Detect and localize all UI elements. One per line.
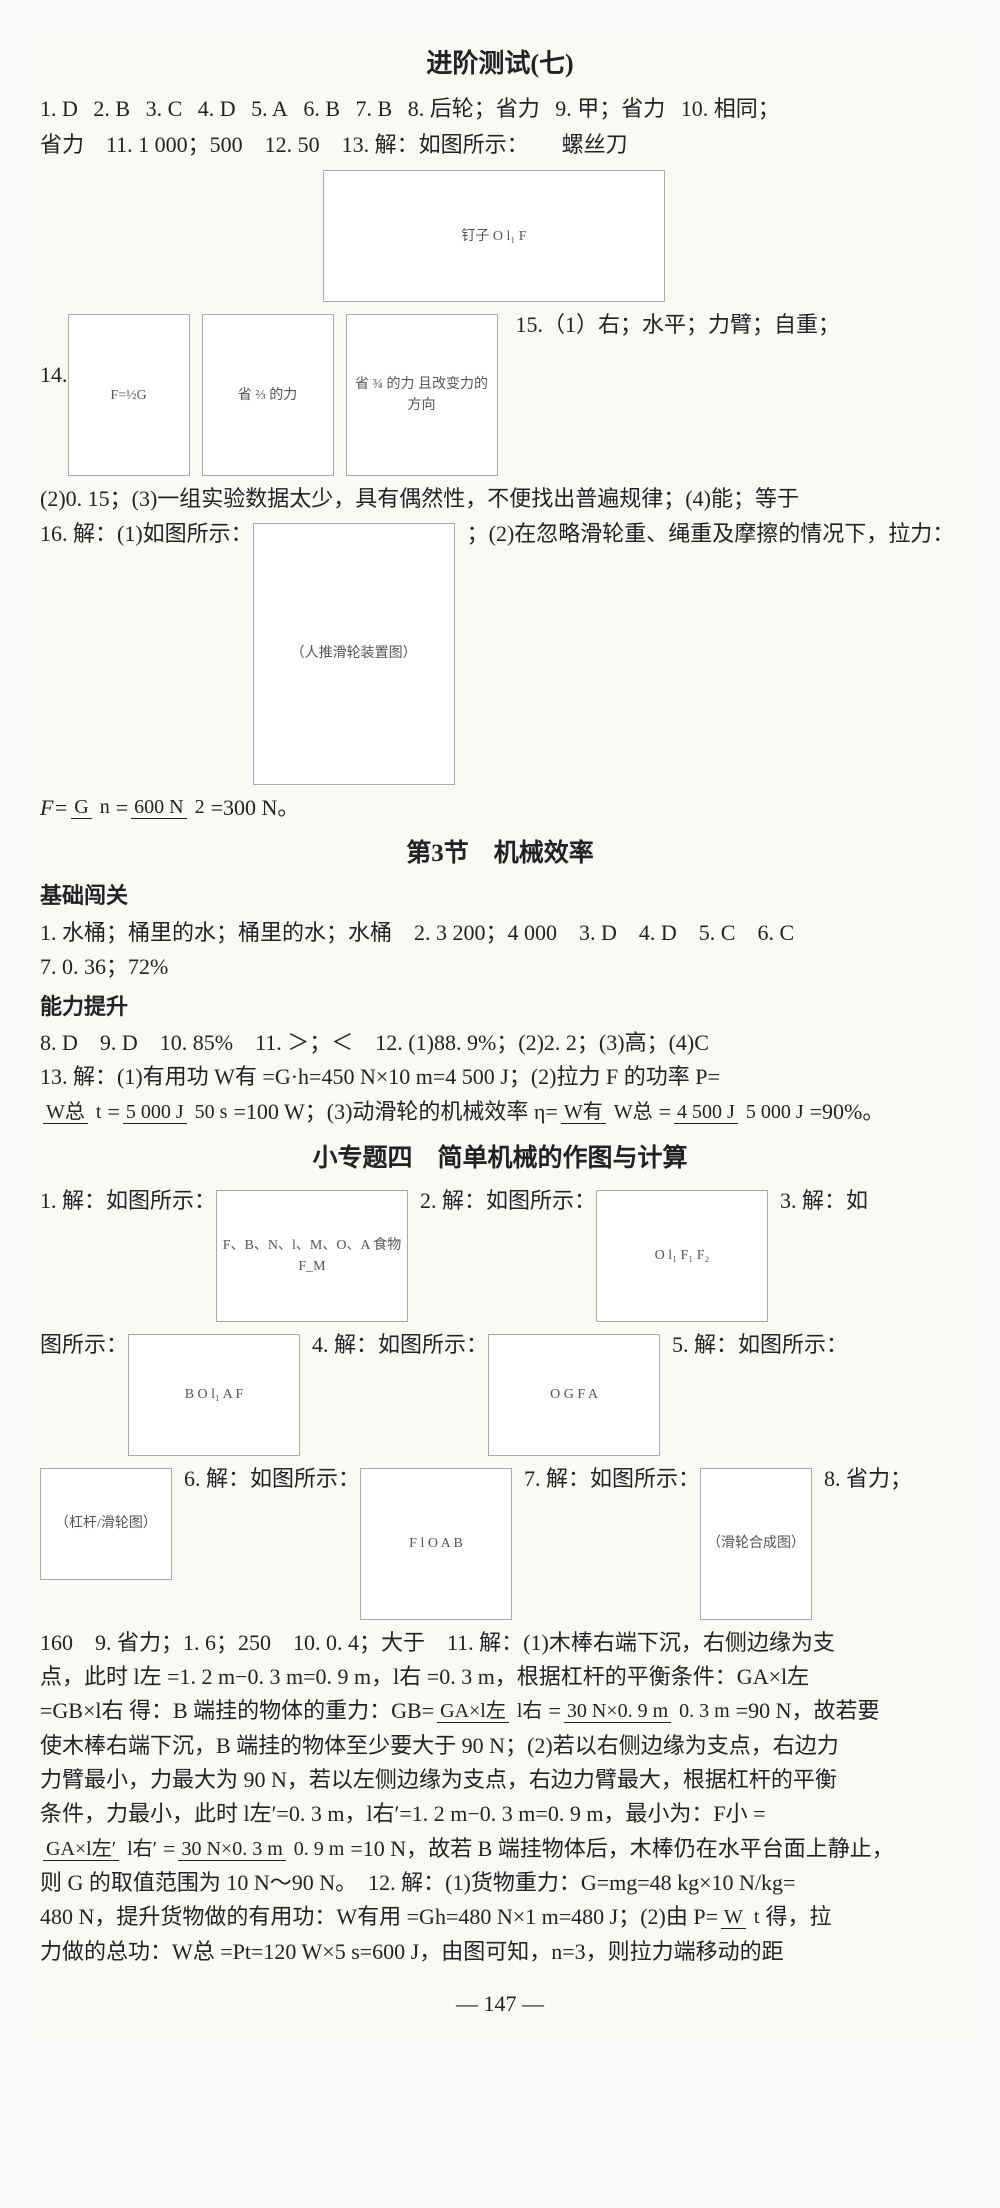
f-lead: F= [40, 791, 68, 825]
figure-q14a: F=½G [68, 314, 190, 476]
heading-basic: 基础闯关 [40, 879, 960, 913]
title-test7: 进阶测试(七) [40, 44, 960, 84]
figure-t4-4: O G F A [488, 1334, 660, 1456]
frac-30x03-09: 30 N×0. 3 m 0. 9 m [178, 1839, 347, 1860]
t4-q3b: 图所示： [40, 1328, 128, 1362]
q15-cont: (2)0. 15；(3)一组实验数据太少，具有偶然性，不便找出普遍规律；(4)能… [40, 482, 960, 516]
figure-q14b: 省 ⅔ 的力 [202, 314, 334, 476]
sec3-q13-formula: W总 t = 5 000 J 50 s =100 W；(3)动滑轮的机械效率 η… [40, 1095, 884, 1129]
sec3-q13-pre: 13. 解：(1)有用功 W有 =G·h=450 N×10 m=4 500 J；… [40, 1060, 960, 1094]
frac-g-n: G n [71, 797, 112, 818]
q4-answer: 4. D [198, 96, 236, 121]
t4-q7: 7. 解：如图所示： [524, 1462, 700, 1496]
frac-4500-5000: 4 500 J 5 000 J [674, 1102, 807, 1123]
q15-answer: 15.（1）右；水平；力臂；自重； [510, 308, 961, 342]
row-q16: 16. 解：(1)如图所示： （人推滑轮装置图） ；(2)在忽略滑轮重、绳重及摩… [40, 517, 960, 791]
figure-q14b-label: 省 ⅔ 的力 [203, 315, 333, 475]
t4-line-a: 点，此时 l左 =1. 2 m−0. 3 m=0. 9 m，l右 =0. 3 m… [40, 1660, 960, 1694]
title-topic4: 小专题四 简单机械的作图与计算 [40, 1140, 960, 1179]
heading-ability: 能力提升 [40, 990, 960, 1024]
topic4-row3: （杠杆/滑轮图） 6. 解：如图所示： F l O A B 7. 解：如图所示：… [40, 1462, 960, 1626]
q8-answer: 8. 后轮；省力 [408, 96, 540, 121]
sec3-ability-line1: 8. D 9. D 10. 85% 11. ＞；＜ 12. (1)88. 9%；… [40, 1026, 960, 1060]
t4-line-g: 则 G 的取值范围为 10 N～90 N。 12. 解：(1)货物重力：G=mg… [40, 1866, 960, 1900]
t4-line-i: 力做的总功：W总 =Pt=120 W×5 s=600 J，由图可知，n=3，则拉… [40, 1935, 960, 1969]
topic4-row2: 图所示： B O l₁ A F 4. 解：如图所示： O G F A 5. 解：… [40, 1328, 960, 1462]
frac-wy-wz: W有 W总 [561, 1102, 656, 1123]
q6-answer: 6. B [303, 96, 340, 121]
frac-600-2: 600 N 2 [131, 797, 207, 818]
q10-answer: 10. 相同； [681, 96, 780, 121]
t4-line-e: 条件，力最小，此时 l左′=0. 3 m，l右′=1. 2 m−0. 3 m=0… [40, 1797, 960, 1831]
frac-ga-llp: GA×l左′ l右′ [43, 1839, 160, 1860]
sec3-basic-line1: 1. 水桶；桶里的水；桶里的水；水桶 2. 3 200；4 000 3. D 4… [40, 916, 960, 950]
figure-q14c-label: 省 ¾ 的力 且改变力的方向 [347, 315, 497, 475]
frac-ga-ll: GA×l左 l右 [437, 1701, 545, 1722]
figure-q13: 钉子 O l₁ F [323, 170, 665, 302]
figure-q14c: 省 ¾ 的力 且改变力的方向 [346, 314, 498, 476]
q2-answer: 2. B [93, 96, 130, 121]
sec3-basic-line2: 7. 0. 36；72% [40, 950, 960, 984]
t4-q3: 3. 解：如 [780, 1184, 868, 1218]
t4-line-c: 使木棒右端下沉，B 端挂的物体至少要大于 90 N；(2)若以右侧边缘为支点，右… [40, 1729, 960, 1763]
t4-q5: 5. 解：如图所示： [672, 1328, 848, 1362]
q5-answer: 5. A [251, 96, 288, 121]
t4-line-b: =GB×l右 得：B 端挂的物体的重力：GB= GA×l左 l右 = 30 N×… [40, 1694, 880, 1728]
q16-part1: 16. 解：(1)如图所示： [40, 517, 253, 551]
t4-line-f: GA×l左′ l右′ = 30 N×0. 3 m 0. 9 m =10 N，故若… [40, 1832, 894, 1866]
t4-q8: 8. 省力； [824, 1462, 912, 1496]
test7-line1: 1. D 2. B 3. C 4. D 5. A 6. B 7. B 8. 后轮… [40, 92, 960, 126]
title-section3: 第3节 机械效率 [40, 835, 960, 874]
figure-t4-6: F l O A B [360, 1468, 512, 1620]
figure-t4-1: F、B、N、l、M、O、A 食物 F_M [216, 1190, 408, 1322]
row-q14-15: 14. F=½G 省 ⅔ 的力 省 ¾ 的力 且改变力的方向 15.（1）右；水… [40, 308, 960, 482]
q7-answer: 7. B [356, 96, 393, 121]
figure-t4-7: （滑轮合成图） [700, 1468, 812, 1620]
frac-w-t: W t [721, 1907, 762, 1928]
t4-line-d: 力臂最小，力最大为 90 N，若以左侧边缘为支点，右边力臂最大，根据杠杆的平衡 [40, 1763, 960, 1797]
f-tail: =300 N。 [211, 791, 300, 825]
t4-q4: 4. 解：如图所示： [312, 1328, 488, 1362]
q16-formula: F= G n = 600 N 2 =300 N。 [40, 791, 299, 825]
page-number: — 147 — [40, 1987, 960, 2021]
figure-q13-label: 钉子 O l₁ F [324, 171, 664, 301]
frac-30x09-03: 30 N×0. 9 m 0. 3 m [564, 1701, 733, 1722]
t4-q2: 2. 解：如图所示： [420, 1184, 596, 1218]
t4-line-h: 480 N，提升货物做的有用功：W有用 =Gh=480 N×1 m=480 J；… [40, 1900, 832, 1934]
figure-t4-2: O l₁ F₁ F₂ [596, 1190, 768, 1322]
figure-q16-placeholder: （人推滑轮装置图） [254, 524, 454, 784]
t4-q6: 6. 解：如图所示： [184, 1462, 360, 1496]
test7-line2: 省力 11. 1 000；500 12. 50 13. 解：如图所示： 螺丝刀 [40, 128, 960, 162]
figure-t4-3: B O l₁ A F [128, 1334, 300, 1456]
frac-5000-50: 5 000 J 50 s [123, 1102, 231, 1123]
q3-answer: 3. C [146, 96, 183, 121]
frac-wz-t: W总 t [43, 1102, 104, 1123]
figure-q14a-label: F=½G [69, 315, 189, 475]
q14-label: 14. [40, 308, 68, 392]
answer-key-page: 进阶测试(七) 1. D 2. B 3. C 4. D 5. A 6. B 7.… [34, 30, 966, 2041]
figure-q16: （人推滑轮装置图） [253, 523, 455, 785]
q1-answer: 1. D [40, 96, 78, 121]
topic4-row1: 1. 解：如图所示： F、B、N、l、M、O、A 食物 F_M 2. 解：如图所… [40, 1184, 960, 1328]
t4-line-160: 160 9. 省力；1. 6；250 10. 0. 4；大于 11. 解：(1)… [40, 1626, 960, 1660]
figure-t4-5: （杠杆/滑轮图） [40, 1468, 172, 1580]
t4-q1: 1. 解：如图所示： [40, 1184, 216, 1218]
q9-answer: 9. 甲；省力 [555, 96, 665, 121]
q16-part2: ；(2)在忽略滑轮重、绳重及摩擦的情况下，拉力： [467, 517, 960, 551]
